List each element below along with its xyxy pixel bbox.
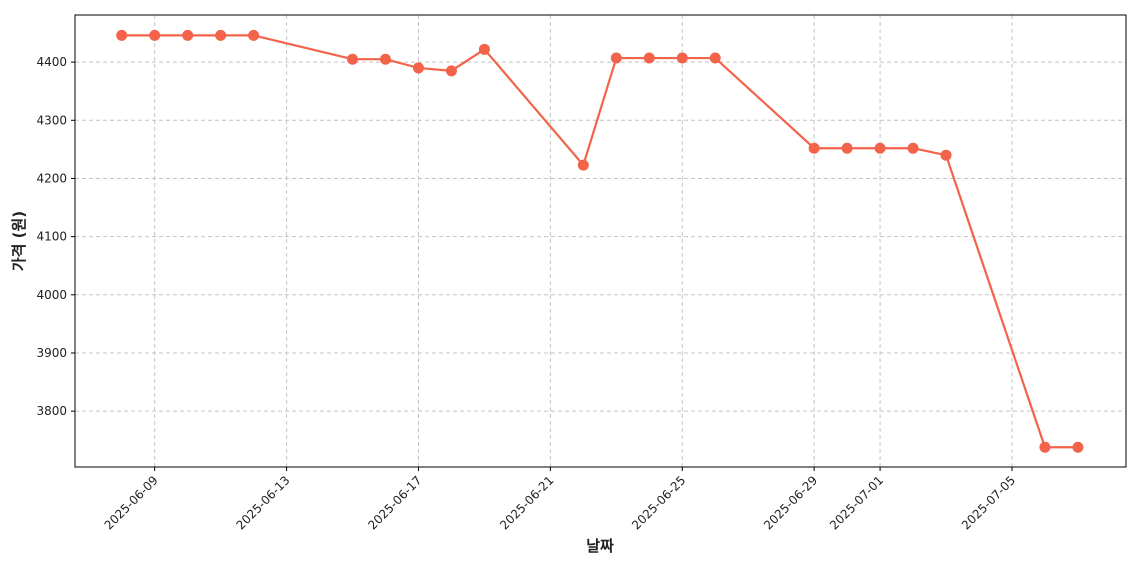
y-tick-label: 3800 [36,404,67,418]
point [940,149,952,161]
point [808,142,820,154]
point [907,142,919,154]
point [643,52,655,64]
point [149,29,161,41]
point [347,53,359,65]
point [248,29,260,41]
point [676,52,688,64]
x-tick-label: 2025-06-17 [365,473,424,532]
x-tick-label: 2025-06-21 [497,473,556,532]
point [116,29,128,41]
x-tick-label: 2025-06-09 [102,473,161,532]
plot-frame [74,14,1127,468]
point [215,29,227,41]
x-axis-label: 날짜 [586,537,614,555]
y-tick-label: 4100 [36,230,67,244]
y-tick-label: 4200 [36,171,67,185]
y-tick-label: 3900 [36,346,67,360]
y-tick-label: 4000 [36,288,67,302]
x-tick-label: 2025-07-01 [827,473,886,532]
y-tick-label: 4300 [36,113,67,127]
point [1039,441,1051,453]
point [379,53,391,65]
y-axis-label: 가격 (원) [10,211,28,271]
point [874,142,886,154]
x-tick-label: 2025-06-25 [629,473,688,532]
point [577,159,589,171]
point [182,29,194,41]
point [1072,441,1084,453]
x-tick-label: 2025-06-29 [761,473,820,532]
x-tick-label: 2025-06-13 [233,473,292,532]
line [121,34,1078,449]
point [841,142,853,154]
y-tick-label: 4400 [36,55,67,69]
point [412,62,424,74]
point [610,52,622,64]
point [709,52,721,64]
point [478,43,490,55]
point [445,65,457,77]
x-tick-label: 2025-07-05 [959,473,1018,532]
